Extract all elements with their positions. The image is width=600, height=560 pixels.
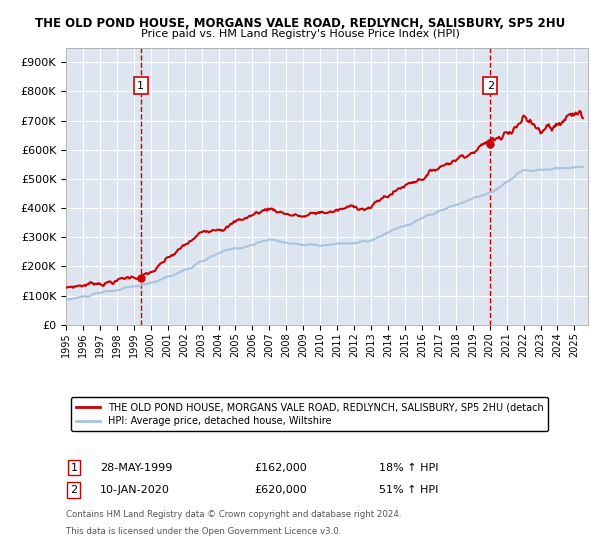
Text: 51% ↑ HPI: 51% ↑ HPI [379,485,439,494]
Text: 2: 2 [487,81,494,91]
Text: THE OLD POND HOUSE, MORGANS VALE ROAD, REDLYNCH, SALISBURY, SP5 2HU: THE OLD POND HOUSE, MORGANS VALE ROAD, R… [35,17,565,30]
Text: 28-MAY-1999: 28-MAY-1999 [100,463,172,473]
Legend: THE OLD POND HOUSE, MORGANS VALE ROAD, REDLYNCH, SALISBURY, SP5 2HU (detach, HPI: THE OLD POND HOUSE, MORGANS VALE ROAD, R… [71,397,548,431]
Text: Price paid vs. HM Land Registry's House Price Index (HPI): Price paid vs. HM Land Registry's House … [140,29,460,39]
Text: Contains HM Land Registry data © Crown copyright and database right 2024.: Contains HM Land Registry data © Crown c… [66,510,401,519]
Text: 10-JAN-2020: 10-JAN-2020 [100,485,170,494]
Text: 1: 1 [137,81,144,91]
Text: 1: 1 [70,463,77,473]
Text: £162,000: £162,000 [254,463,307,473]
Text: 18% ↑ HPI: 18% ↑ HPI [379,463,439,473]
Text: This data is licensed under the Open Government Licence v3.0.: This data is licensed under the Open Gov… [66,527,341,536]
Text: 2: 2 [70,485,77,494]
Text: £620,000: £620,000 [254,485,307,494]
